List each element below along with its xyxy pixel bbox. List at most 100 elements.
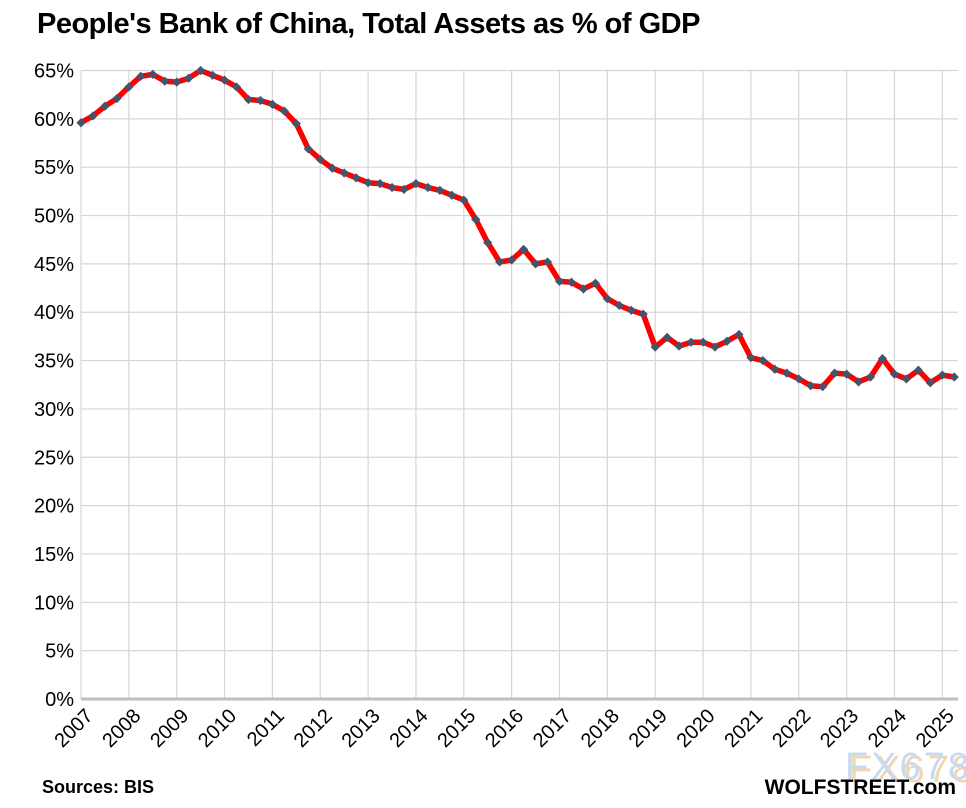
y-tick-label: 15% — [34, 544, 74, 566]
data-markers — [76, 65, 959, 392]
data-point-marker — [447, 190, 457, 200]
data-point-marker — [806, 381, 816, 391]
x-tick-label: 2013 — [338, 705, 385, 752]
x-tick-label: 2018 — [577, 705, 624, 752]
data-point-marker — [590, 278, 600, 288]
data-point-marker — [686, 337, 696, 347]
data-line — [78, 67, 958, 390]
data-point-marker — [710, 342, 720, 352]
x-tick-label: 2014 — [385, 705, 432, 752]
data-point-marker — [889, 369, 900, 379]
chart-title: People's Bank of China, Total Assets as … — [37, 8, 700, 40]
x-tick-label: 2011 — [243, 705, 289, 751]
data-point-marker — [339, 168, 349, 178]
data-point-marker — [303, 144, 313, 154]
data-point-marker — [172, 77, 182, 87]
y-tick-label: 5% — [45, 641, 74, 663]
data-point-marker — [937, 370, 947, 380]
data-point-marker — [255, 95, 266, 106]
data-point-marker — [363, 178, 373, 188]
data-point-marker — [76, 118, 86, 128]
data-point-marker — [638, 309, 648, 319]
data-point-marker — [136, 71, 146, 81]
data-point-marker — [877, 354, 888, 364]
gridlines — [80, 69, 958, 701]
data-point-marker — [818, 382, 828, 392]
data-point-marker — [483, 238, 493, 248]
data-point-marker — [291, 119, 301, 129]
data-point-marker — [853, 377, 864, 387]
x-tick-label: 2024 — [864, 705, 911, 752]
y-tick-label: 35% — [34, 351, 74, 373]
data-point-marker — [387, 182, 397, 193]
data-point-marker — [949, 372, 959, 382]
data-point-marker — [566, 277, 577, 287]
x-tick-label: 2019 — [625, 705, 672, 752]
data-point-marker — [219, 75, 230, 85]
data-point-marker — [782, 368, 792, 378]
data-point-marker — [471, 214, 481, 225]
x-tick-label: 2009 — [146, 705, 193, 752]
data-point-marker — [423, 182, 433, 193]
data-point-marker — [100, 101, 110, 111]
data-point-marker — [279, 106, 289, 116]
data-point-marker — [626, 305, 636, 315]
y-tick-label: 55% — [34, 157, 74, 179]
data-point-marker — [399, 184, 409, 195]
x-tick-label: 2012 — [290, 705, 337, 752]
data-point-marker — [698, 337, 708, 347]
data-point-marker — [148, 69, 158, 79]
data-point-marker — [554, 276, 565, 286]
data-point-marker — [231, 82, 242, 92]
data-point-marker — [124, 82, 134, 92]
data-point-marker — [112, 93, 122, 104]
data-point-marker — [243, 94, 254, 105]
data-point-marker — [459, 195, 469, 205]
x-tick-label: 2022 — [768, 705, 815, 752]
data-point-marker — [842, 369, 852, 379]
data-point-marker — [746, 353, 756, 363]
data-point-marker — [375, 179, 385, 189]
data-point-marker — [650, 342, 660, 352]
y-tick-label: 40% — [34, 302, 74, 324]
y-tick-label: 20% — [34, 496, 74, 518]
data-point-marker — [351, 173, 361, 183]
data-point-marker — [315, 154, 325, 165]
data-point-marker — [734, 329, 744, 340]
data-point-marker — [207, 70, 218, 80]
x-tick-label: 2020 — [673, 705, 720, 752]
data-point-marker — [602, 294, 612, 304]
wolfstreet-brand: WOLFSTREET.com — [764, 776, 956, 799]
data-point-marker — [411, 179, 421, 189]
data-point-marker — [88, 111, 98, 121]
x-tick-label: 2010 — [194, 705, 241, 752]
x-tick-label: 2015 — [433, 705, 480, 752]
data-point-marker — [925, 378, 935, 388]
y-tick-label: 60% — [34, 109, 74, 131]
data-point-marker — [160, 76, 170, 86]
data-point-marker — [662, 332, 672, 342]
y-tick-label: 25% — [34, 447, 74, 469]
data-point-marker — [196, 65, 206, 76]
y-tick-label: 10% — [34, 592, 74, 614]
data-point-marker — [794, 374, 804, 384]
y-tick-label: 45% — [34, 254, 74, 276]
data-point-marker — [722, 336, 732, 346]
data-point-marker — [770, 364, 780, 374]
y-tick-label: 65% — [34, 61, 74, 83]
data-point-marker — [327, 163, 337, 173]
data-point-marker — [184, 73, 194, 83]
data-point-marker — [507, 255, 517, 265]
data-point-marker — [901, 374, 912, 384]
data-point-marker — [674, 341, 684, 351]
x-tick-label: 2021 — [720, 705, 767, 752]
data-point-marker — [578, 284, 589, 294]
data-point-marker — [830, 368, 840, 378]
x-tick-label: 2016 — [481, 705, 528, 752]
y-axis-labels: 0% 5% 10% 15% 20% 25% 30% 35% 40% 45% 50% 55% 60% 65% — [34, 61, 74, 712]
y-tick-label: 30% — [34, 399, 74, 421]
data-point-marker — [495, 257, 505, 267]
x-tick-label: 2008 — [98, 705, 145, 752]
